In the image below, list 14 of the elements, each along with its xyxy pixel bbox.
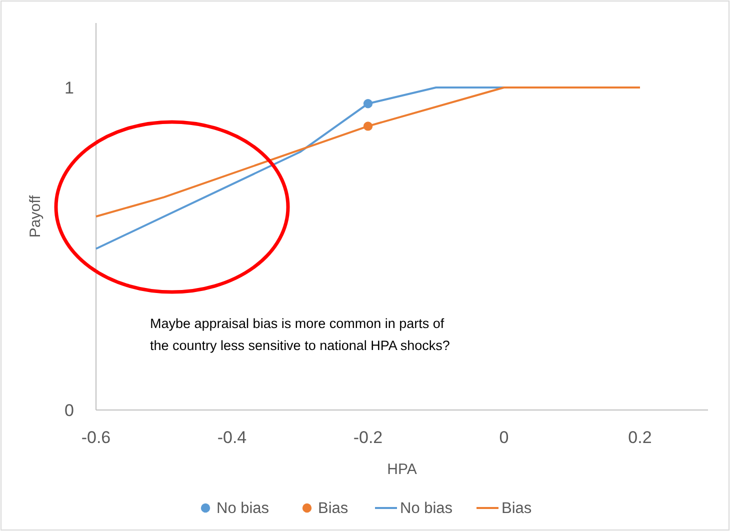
- annotation: Maybe appraisal bias is more common in parts of the country less sensitive to national HPA shocks?: [150, 316, 450, 353]
- legend-label: Bias: [502, 500, 532, 517]
- x-tick-label: 0: [499, 428, 509, 447]
- y-tick-label: 1: [64, 78, 74, 98]
- x-tick-label: -0.6: [81, 428, 111, 447]
- line-series: [95, 86, 641, 218]
- legend-label: Bias: [318, 500, 348, 517]
- x-tick-label: 0.2: [628, 428, 652, 447]
- y-axis-title: Payoff: [27, 194, 44, 238]
- x-tick-label: -0.4: [217, 428, 247, 447]
- legend-label: No bias: [400, 500, 453, 517]
- x-axis-title: HPA: [387, 461, 417, 478]
- x-tick-label: -0.2: [353, 428, 383, 447]
- legend-label: No bias: [216, 500, 270, 517]
